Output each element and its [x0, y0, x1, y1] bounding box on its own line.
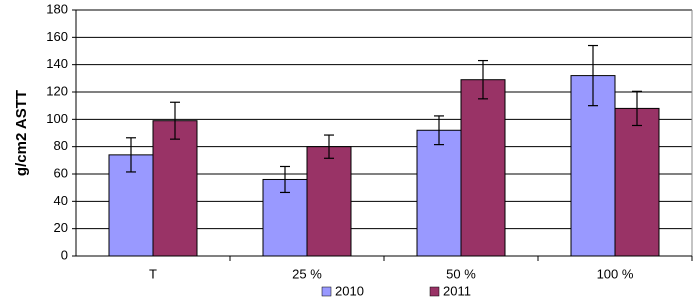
- y-tick-label: 20: [54, 220, 68, 235]
- bar: [614, 107, 660, 257]
- bar: [152, 120, 198, 257]
- error-bar: [126, 137, 136, 173]
- y-tick-label: 120: [46, 83, 68, 98]
- error-bar: [434, 115, 444, 146]
- legend-label: 2010: [335, 283, 364, 298]
- x-tick-label: 100 %: [597, 266, 634, 281]
- error-bar: [632, 90, 642, 127]
- legend-label: 2011: [443, 283, 471, 298]
- y-tick-label: 40: [54, 193, 68, 208]
- y-tick-label: 80: [54, 138, 68, 153]
- error-bar: [324, 134, 334, 159]
- legend-swatch: [429, 286, 440, 297]
- x-tick-label: 50 %: [446, 266, 476, 281]
- y-axis-label: g/cm2 ASTT: [13, 90, 30, 176]
- legend-swatch: [321, 286, 332, 297]
- bar: [306, 146, 352, 257]
- y-tick-label: 100: [46, 111, 68, 126]
- y-tick-label: 0: [61, 247, 68, 262]
- bar: [460, 79, 506, 257]
- x-tick-label: T: [149, 266, 157, 281]
- error-bar: [170, 101, 180, 140]
- y-tick-label: 140: [46, 56, 68, 71]
- bar: [416, 129, 462, 257]
- y-tick-label: 180: [46, 1, 68, 16]
- error-bar: [280, 165, 290, 194]
- error-bar: [478, 59, 488, 100]
- y-tick-label: 60: [54, 165, 68, 180]
- x-tick-label: 25 %: [292, 266, 322, 281]
- error-bar: [588, 44, 598, 107]
- y-tick-label: 160: [46, 29, 68, 44]
